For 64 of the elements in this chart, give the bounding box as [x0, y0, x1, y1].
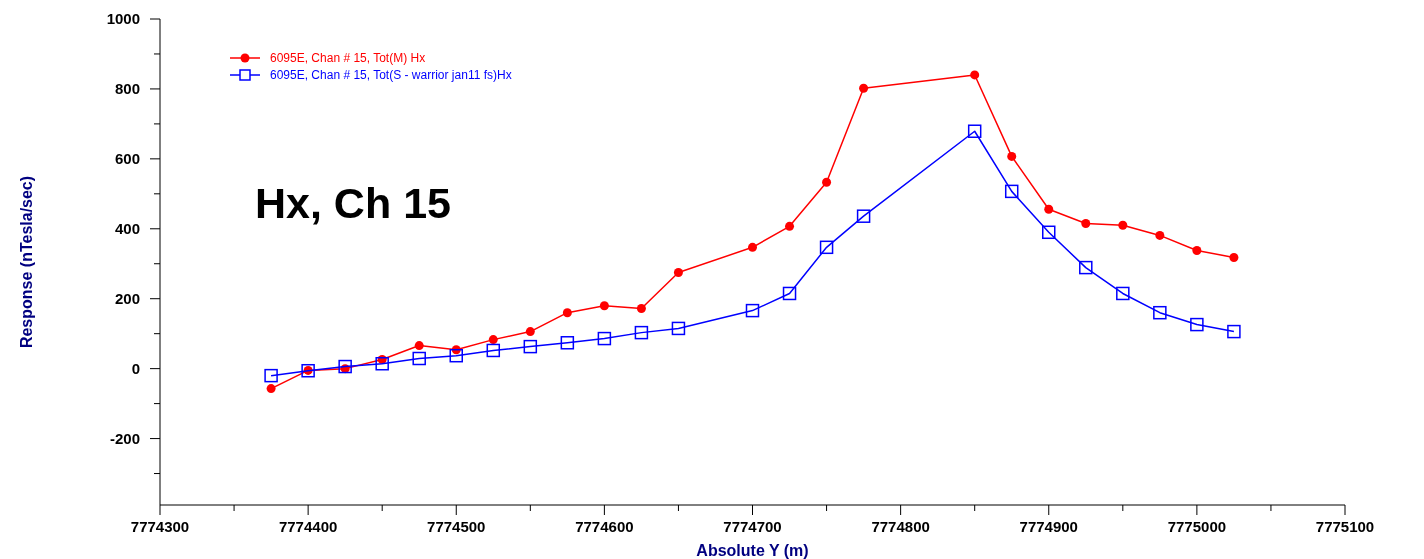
- point: [525, 327, 535, 337]
- point: [745, 303, 760, 318]
- point: [1044, 204, 1054, 214]
- x-tick-label: 7774500: [427, 518, 486, 535]
- y-tick-label: -200: [109, 429, 140, 447]
- legend-label: 6095E, Chan # 15, Tot(S - warrior jan11 fs)Hx: [270, 68, 512, 82]
- point: [782, 286, 797, 301]
- point: [636, 304, 646, 313]
- y-axis-title: Response (nTesla/sec): [18, 175, 35, 349]
- point: [634, 325, 649, 340]
- y-tick-label: 1000: [106, 10, 140, 27]
- x-tick-label: 7774400: [278, 518, 338, 535]
- x-tick-label: 7774900: [1019, 518, 1078, 535]
- point: [819, 240, 834, 255]
- point: [970, 70, 980, 80]
- point: [673, 267, 683, 277]
- x-tick-label: 7774600: [575, 518, 634, 535]
- point: [1155, 230, 1165, 240]
- x-tick-label: 7775000: [1167, 518, 1227, 535]
- y-tick-label: 200: [114, 289, 140, 307]
- x-tick-label: 7775100: [1315, 518, 1375, 535]
- point: [859, 83, 869, 93]
- point: [1004, 184, 1019, 199]
- point: [264, 368, 278, 383]
- y-tick-label: 400: [114, 219, 140, 237]
- point: [414, 341, 424, 351]
- point: [412, 351, 426, 366]
- point: [1116, 286, 1130, 301]
- y-tick-label: 800: [114, 79, 140, 97]
- point: [822, 177, 832, 187]
- point: [1007, 151, 1017, 161]
- point: [1229, 252, 1239, 262]
- point: [562, 308, 572, 318]
- point: [1081, 219, 1091, 229]
- point: [266, 384, 276, 394]
- point: [560, 336, 575, 350]
- point: [1227, 324, 1241, 339]
- point: [1153, 305, 1167, 320]
- point: [1118, 220, 1128, 230]
- x-tick-label: 7774700: [723, 518, 782, 535]
- y-tick-label: 0: [131, 359, 140, 377]
- point: [1190, 317, 1204, 332]
- point: [375, 357, 389, 371]
- x-axis-title: Absolute Y (m): [696, 542, 809, 559]
- x-tick-label: 7774800: [871, 518, 930, 535]
- point: [967, 124, 982, 138]
- point: [671, 321, 686, 336]
- point: [338, 359, 352, 374]
- point: [597, 331, 612, 346]
- point: [523, 339, 538, 354]
- point: [856, 209, 871, 223]
- point: [1042, 225, 1056, 240]
- point: [1079, 260, 1093, 275]
- point: [599, 301, 609, 311]
- point: [449, 348, 463, 363]
- point: [1192, 245, 1202, 255]
- annotation: Hx, Ch 15: [255, 179, 451, 227]
- y-tick-label: 600: [114, 149, 140, 167]
- point: [785, 221, 795, 231]
- legend-label: 6095E, Chan # 15, Tot(M) Hx: [270, 51, 426, 65]
- x-tick-label: 7774300: [130, 518, 190, 535]
- point: [748, 242, 757, 252]
- point: [488, 335, 498, 345]
- point: [486, 343, 501, 358]
